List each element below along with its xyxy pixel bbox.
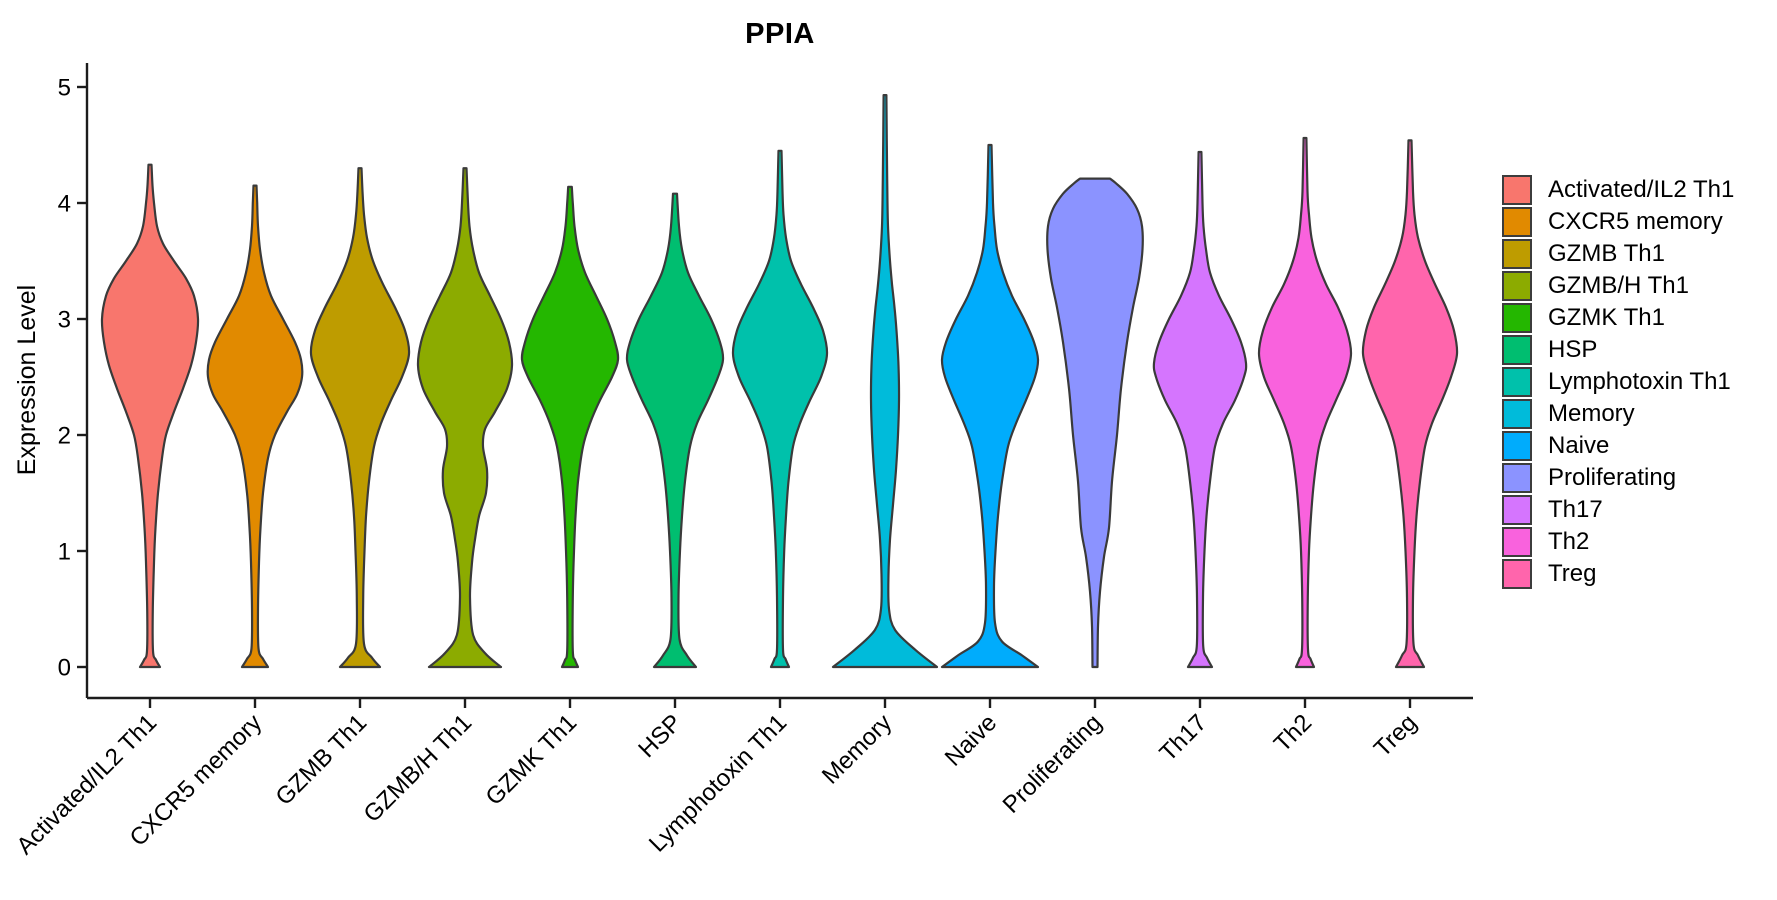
x-tick-label: GZMB/H Th1 bbox=[359, 709, 478, 828]
legend-label: Th2 bbox=[1548, 528, 1590, 555]
legend-item-gzmb-h-th1: GZMB/H Th1 bbox=[1502, 270, 1734, 302]
legend-item-gzmb-th1: GZMB Th1 bbox=[1502, 238, 1734, 270]
violin-gzmk-th1: GZMK Th1 bbox=[520, 185, 620, 669]
y-tick-label: 3 bbox=[58, 307, 71, 334]
y-tick-label: 4 bbox=[58, 191, 71, 218]
legend-label: Lymphotoxin Th1 bbox=[1548, 368, 1731, 395]
legend-item-lymphotoxin-th1: Lymphotoxin Th1 bbox=[1502, 366, 1734, 398]
violin-gzmb-th1: GZMB Th1 bbox=[309, 167, 411, 669]
legend-swatch bbox=[1502, 207, 1532, 237]
y-tick-label: 5 bbox=[58, 75, 71, 102]
legend-label: GZMB/H Th1 bbox=[1548, 272, 1689, 299]
y-tick-label: 2 bbox=[58, 423, 71, 450]
y-tick-label: 0 bbox=[58, 655, 71, 682]
violin-lymphotoxin-th1: Lymphotoxin Th1 bbox=[731, 149, 829, 669]
legend-item-activated-il2-th1: Activated/IL2 Th1 bbox=[1502, 174, 1734, 206]
legend-item-hsp: HSP bbox=[1502, 334, 1734, 366]
violin-naive: Naive bbox=[940, 143, 1040, 669]
legend-label: Memory bbox=[1548, 400, 1635, 427]
legend-swatch bbox=[1502, 431, 1532, 461]
legend-label: Activated/IL2 Th1 bbox=[1548, 176, 1735, 203]
legend-label: CXCR5 memory bbox=[1548, 208, 1723, 235]
violin-gzmb-h-th1: GZMB/H Th1 bbox=[416, 167, 514, 669]
legend-item-th2: Th2 bbox=[1502, 526, 1734, 558]
legend-item-cxcr5-memory: CXCR5 memory bbox=[1502, 206, 1734, 238]
plot-title: PPIA bbox=[745, 18, 815, 50]
legend-label: Proliferating bbox=[1548, 464, 1677, 491]
legend-swatch bbox=[1502, 239, 1532, 269]
legend: Activated/IL2 Th1 CXCR5 memory GZMB Th1 GZM… bbox=[1502, 174, 1734, 590]
violin-th2: Th2 bbox=[1257, 136, 1353, 669]
legend-label: Th17 bbox=[1548, 496, 1603, 523]
legend-label: Treg bbox=[1548, 560, 1597, 587]
legend-swatch bbox=[1502, 367, 1532, 397]
violin-hsp: HSP bbox=[625, 192, 725, 669]
legend-swatch bbox=[1502, 335, 1532, 365]
violin-cxcr5-memory: CXCR5 memory bbox=[206, 184, 304, 669]
x-tick-label: Proliferating bbox=[998, 709, 1108, 819]
legend-swatch bbox=[1502, 559, 1532, 589]
legend-item-gzmk-th1: GZMK Th1 bbox=[1502, 302, 1734, 334]
legend-swatch bbox=[1502, 527, 1532, 557]
violin-memory: Memory bbox=[831, 94, 939, 669]
legend-swatch bbox=[1502, 271, 1532, 301]
x-tick-label: Treg bbox=[1369, 709, 1422, 762]
x-tick-label: HSP bbox=[633, 709, 687, 763]
violin-th17: Th17 bbox=[1152, 150, 1248, 669]
legend-item-treg: Treg bbox=[1502, 558, 1734, 590]
violin-treg: Treg bbox=[1361, 139, 1459, 669]
x-tick-label: Memory bbox=[817, 709, 897, 789]
legend-swatch bbox=[1502, 303, 1532, 333]
x-tick-label: GZMB Th1 bbox=[270, 709, 372, 811]
legend-swatch bbox=[1502, 175, 1532, 205]
violin-activated-il2-th1: Activated/IL2 Th1 bbox=[100, 163, 200, 669]
legend-label: GZMK Th1 bbox=[1548, 304, 1665, 331]
x-tick-label: GZMK Th1 bbox=[480, 709, 582, 811]
legend-item-th17: Th17 bbox=[1502, 494, 1734, 526]
x-tick-label: Naive bbox=[940, 709, 1002, 771]
y-axis-title: Expression Level bbox=[13, 284, 41, 476]
x-tick-label: Th17 bbox=[1154, 709, 1212, 767]
violin-proliferating: Proliferating bbox=[1046, 177, 1144, 669]
legend-item-proliferating: Proliferating bbox=[1502, 462, 1734, 494]
legend-label: GZMB Th1 bbox=[1548, 240, 1665, 267]
legend-swatch bbox=[1502, 463, 1532, 493]
legend-swatch bbox=[1502, 495, 1532, 525]
y-tick-label: 1 bbox=[58, 539, 71, 566]
legend-swatch bbox=[1502, 399, 1532, 429]
legend-label: HSP bbox=[1548, 336, 1598, 363]
x-tick-label: Th2 bbox=[1269, 709, 1317, 757]
legend-item-memory: Memory bbox=[1502, 398, 1734, 430]
legend-label: Naive bbox=[1548, 432, 1610, 459]
legend-item-naive: Naive bbox=[1502, 430, 1734, 462]
axes-group bbox=[77, 63, 1473, 708]
